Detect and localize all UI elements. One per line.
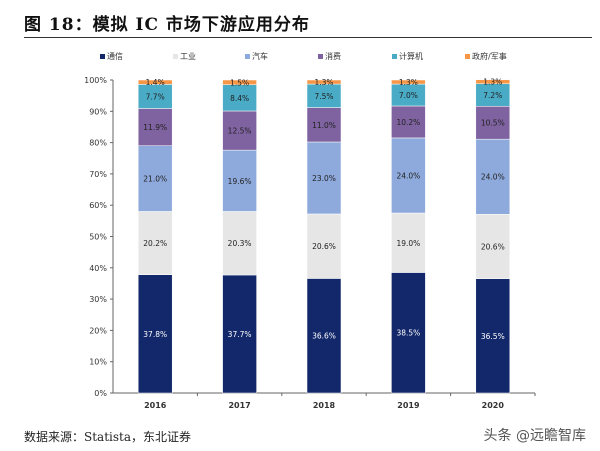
legend-swatch bbox=[100, 54, 105, 59]
bar-segment bbox=[391, 105, 426, 139]
y-tick-label: 0% bbox=[94, 389, 107, 398]
bar-segment bbox=[391, 137, 426, 214]
x-tick-label: 2018 bbox=[313, 401, 336, 410]
bar-segment bbox=[137, 79, 173, 85]
bar-segment bbox=[222, 149, 257, 212]
data-label: 7.0% bbox=[399, 91, 418, 100]
y-tick-label: 90% bbox=[89, 107, 107, 116]
y-tick-label: 30% bbox=[89, 295, 107, 304]
bar-segment bbox=[391, 79, 426, 85]
legend-label: 消费 bbox=[325, 52, 341, 61]
legend-swatch bbox=[318, 54, 323, 59]
y-tick-label: 40% bbox=[89, 264, 107, 273]
legend-label: 计算机 bbox=[399, 52, 423, 61]
legend-item: 工业 bbox=[173, 51, 196, 62]
y-tick-label: 50% bbox=[89, 233, 107, 242]
y-tick-label: 80% bbox=[89, 139, 107, 148]
data-label: 10.5% bbox=[481, 119, 505, 128]
bar-segment bbox=[391, 272, 426, 394]
data-label: 24.0% bbox=[396, 171, 420, 180]
data-label: 20.6% bbox=[312, 242, 336, 251]
bar-segment bbox=[222, 211, 257, 276]
legend-item: 政府/军事 bbox=[465, 51, 507, 62]
legend-swatch bbox=[392, 54, 397, 59]
bar-segment bbox=[137, 274, 173, 394]
data-label: 38.5% bbox=[396, 329, 420, 338]
y-tick-label: 10% bbox=[89, 358, 107, 367]
bar-segment bbox=[137, 145, 173, 212]
data-label: 11.0% bbox=[312, 121, 336, 130]
x-tick-label: 2020 bbox=[482, 401, 505, 410]
y-tick-label: 20% bbox=[89, 326, 107, 335]
bar-segment bbox=[306, 141, 342, 215]
source-note: 数据来源：Statista，东北证券 bbox=[24, 430, 191, 444]
data-label: 7.2% bbox=[483, 91, 502, 100]
data-label: 8.4% bbox=[230, 94, 249, 103]
data-label: 37.7% bbox=[228, 330, 252, 339]
bar-segment bbox=[137, 211, 173, 275]
y-tick-label: 60% bbox=[89, 201, 107, 210]
bar-segment bbox=[137, 84, 173, 109]
bar-segment bbox=[306, 79, 342, 85]
legend-swatch bbox=[245, 54, 250, 59]
legend-swatch bbox=[465, 54, 470, 59]
data-label: 7.5% bbox=[314, 92, 333, 101]
legend-item: 通信 bbox=[100, 51, 123, 62]
data-label: 36.5% bbox=[481, 332, 505, 341]
data-label: 7.7% bbox=[146, 92, 165, 101]
watermark: 头条 @远瞻智库 bbox=[483, 428, 586, 444]
data-label: 20.3% bbox=[228, 239, 252, 248]
legend-item: 汽车 bbox=[245, 51, 268, 62]
data-label: 1.5% bbox=[230, 78, 249, 87]
x-tick-label: 2017 bbox=[228, 401, 250, 410]
bar-segment bbox=[222, 84, 257, 112]
data-label: 37.8% bbox=[143, 330, 167, 339]
data-label: 24.0% bbox=[481, 173, 505, 182]
bar-segment bbox=[137, 108, 173, 146]
bar-segment bbox=[391, 212, 426, 273]
bar-segment bbox=[475, 214, 511, 280]
bar-segment bbox=[222, 274, 257, 394]
legend-label: 通信 bbox=[107, 52, 123, 61]
figure-title: 图 18：模拟 IC 市场下游应用分布 bbox=[24, 15, 310, 35]
x-tick-label: 2016 bbox=[144, 401, 167, 410]
bar-segment bbox=[475, 79, 511, 85]
data-label: 1.3% bbox=[314, 78, 333, 87]
legend-item: 计算机 bbox=[392, 51, 423, 62]
legend-item: 消费 bbox=[318, 51, 341, 62]
data-label: 19.6% bbox=[228, 177, 252, 186]
data-label: 20.2% bbox=[143, 239, 167, 248]
legend-label: 汽车 bbox=[252, 52, 268, 61]
data-label: 10.2% bbox=[396, 118, 420, 127]
bar-segment bbox=[475, 278, 511, 394]
data-label: 20.6% bbox=[481, 243, 505, 252]
bar-segment bbox=[222, 110, 257, 151]
legend: 通信 工业 汽车 消费 计算机 政府/军事 bbox=[0, 51, 600, 65]
data-label: 12.5% bbox=[228, 127, 252, 136]
legend-swatch bbox=[173, 54, 178, 59]
data-label: 11.9% bbox=[143, 123, 167, 132]
data-label: 19.0% bbox=[396, 239, 420, 248]
data-label: 21.0% bbox=[143, 175, 167, 184]
legend-label: 工业 bbox=[180, 52, 196, 61]
data-label: 23.0% bbox=[312, 174, 336, 183]
y-tick-label: 70% bbox=[89, 170, 107, 179]
data-label: 1.3% bbox=[483, 78, 502, 87]
bar-segment bbox=[222, 79, 257, 85]
data-label: 1.4% bbox=[146, 78, 165, 87]
bar-segment bbox=[306, 107, 342, 143]
bar-segment bbox=[306, 278, 342, 394]
data-label: 1.3% bbox=[399, 78, 418, 87]
data-label: 36.6% bbox=[312, 332, 336, 341]
title-divider bbox=[24, 37, 592, 38]
x-tick-label: 2019 bbox=[397, 401, 420, 410]
y-tick-label: 100% bbox=[84, 76, 107, 85]
bar-segment bbox=[475, 138, 511, 215]
legend-label: 政府/军事 bbox=[472, 52, 507, 61]
